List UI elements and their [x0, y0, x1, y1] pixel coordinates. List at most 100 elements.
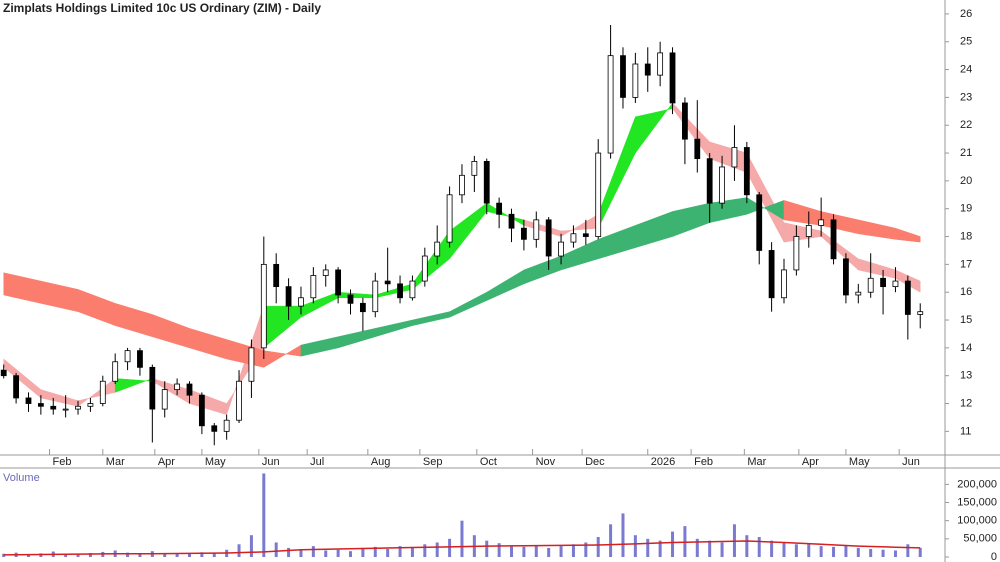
candle-body	[75, 405, 81, 410]
candle-body	[322, 269, 329, 276]
candle-body	[657, 52, 664, 76]
candle-body	[112, 361, 119, 382]
volume-bar	[26, 554, 30, 557]
x-tick-label: May	[849, 456, 870, 468]
x-tick-label: 2026	[651, 456, 675, 468]
candle-body	[520, 227, 527, 240]
candle-body	[855, 291, 862, 296]
volume-average	[3, 540, 921, 556]
candle-body	[880, 277, 886, 288]
y-tick-label: 19	[960, 203, 972, 215]
volume-bar	[448, 538, 452, 557]
volume-bar	[782, 542, 786, 557]
volume-bar	[398, 546, 402, 557]
candle-body	[87, 403, 94, 407]
candle-body	[198, 394, 205, 427]
volume-bar	[671, 531, 675, 557]
volume-bar	[64, 554, 68, 557]
candle-body	[731, 147, 738, 168]
volume-bar	[187, 553, 191, 557]
volume-bar	[621, 513, 625, 557]
y-tick-label: 14	[960, 342, 972, 354]
candle-body	[793, 236, 800, 271]
candle-body	[397, 283, 403, 299]
volume-bar	[497, 543, 501, 557]
candle-body	[273, 263, 280, 288]
volume-bar	[745, 535, 749, 557]
volume-bar	[770, 540, 774, 557]
volume-bar	[547, 547, 551, 557]
candle-body	[471, 161, 478, 176]
candle-body	[508, 213, 515, 229]
volume-bar	[287, 547, 291, 557]
volume-bar	[485, 540, 489, 557]
candle-body	[137, 350, 143, 368]
x-tick-label: Mar	[747, 456, 766, 468]
volume-bar	[906, 544, 910, 557]
x-tick-label: Nov	[536, 456, 556, 468]
volume-bar	[832, 546, 836, 557]
y-tick-label: 20	[960, 175, 972, 187]
volume-bar	[336, 549, 340, 557]
volume-bar	[757, 537, 761, 557]
candle-body	[149, 366, 156, 410]
volume-bar	[212, 552, 216, 557]
ma-ribbon	[895, 227, 921, 243]
candle-body	[595, 152, 602, 237]
candle-body	[545, 219, 552, 257]
candle-body	[298, 297, 304, 307]
candle-body	[632, 63, 639, 98]
candle-body	[892, 280, 899, 288]
volume-bar	[237, 544, 241, 557]
candle-body	[434, 241, 441, 257]
x-tick-label: Feb	[53, 456, 72, 468]
x-tick-label: Apr	[802, 456, 819, 468]
candle-body	[620, 55, 626, 98]
volume-bar	[324, 550, 328, 557]
candle-body	[483, 161, 490, 204]
volume-bar	[163, 554, 167, 557]
volume-bar	[633, 535, 637, 557]
candle-body	[13, 375, 20, 399]
candle-body	[0, 369, 7, 377]
volume-bar	[881, 549, 885, 557]
candle-body	[99, 380, 106, 404]
volume-bar	[410, 547, 414, 557]
candle-body	[409, 280, 416, 299]
y-tick-label: 13	[960, 370, 972, 382]
candle-body	[285, 286, 292, 307]
volume-bar	[361, 547, 365, 557]
volume-bar	[200, 552, 204, 557]
x-tick-label: Jun	[262, 456, 280, 468]
y-tick-label: 17	[960, 258, 972, 270]
candle-body	[682, 102, 688, 140]
volume-bar	[534, 545, 538, 557]
candle-body	[223, 419, 230, 432]
volume-bar	[274, 542, 278, 557]
candle-body	[669, 52, 676, 104]
volume-bar	[510, 546, 514, 557]
candle-body	[756, 194, 763, 251]
candle-body	[570, 233, 577, 243]
x-tick-label: Aug	[371, 456, 391, 468]
candle-body	[818, 219, 825, 226]
candle-body	[459, 174, 465, 196]
candle-body	[830, 219, 837, 260]
x-tick-label: Feb	[694, 456, 713, 468]
volume-y-tick-label: 50,000	[963, 533, 997, 545]
candle-body	[174, 383, 181, 391]
candle-body	[607, 55, 614, 154]
candle-body	[50, 405, 57, 410]
candle-body	[124, 350, 131, 363]
volume-bar	[559, 546, 563, 557]
x-tick-label: Oct	[480, 456, 497, 468]
volume-bar	[844, 545, 848, 557]
candle-body	[706, 158, 713, 204]
y-tick-label: 16	[960, 286, 972, 298]
volume-bar	[571, 544, 575, 557]
candle-body	[372, 280, 379, 313]
candle-body	[211, 425, 218, 432]
candle-body	[260, 263, 267, 349]
candle-body	[161, 389, 168, 410]
